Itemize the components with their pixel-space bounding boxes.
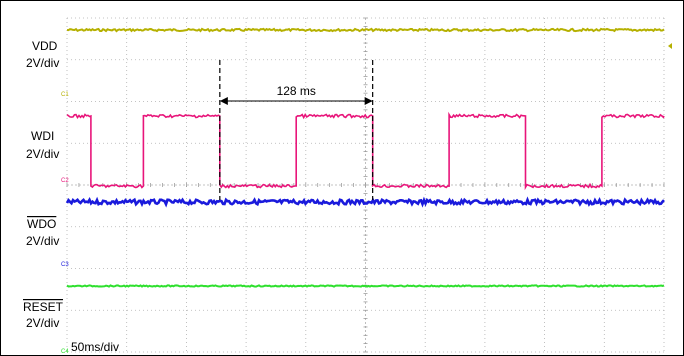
channel-scale-wdo: 2V/div: [26, 234, 59, 248]
channel-scale-reset: 2V/div: [26, 316, 59, 330]
channel-marker-c2: C2: [61, 178, 69, 184]
interval-arrowhead-right: [364, 97, 373, 105]
trace-vdd: [66, 27, 665, 33]
timebase-label: 50ms/div: [71, 340, 119, 354]
channel-scale-vdd: 2V/div: [26, 56, 59, 70]
interval-annotation: 128 ms: [219, 60, 374, 200]
traces: [65, 27, 665, 288]
trace-wdo: [65, 196, 665, 208]
channel-name-vdd: VDD: [32, 39, 58, 53]
channel-name-reset: RESET: [23, 300, 64, 314]
channel-marker-c1: C1: [61, 92, 69, 98]
channel-labels: VDD 2V/div WDI 2V/div WDO 2V/div RESET 2…: [23, 39, 119, 354]
channel-marker-c3: C3: [61, 262, 69, 268]
trace-reset: [66, 284, 665, 288]
trigger-level-marker: [668, 43, 672, 49]
scope-grid: [66, 17, 665, 353]
channel-name-wdi: WDI: [31, 129, 54, 143]
channel-markers: C1 C2 C3 C4: [61, 43, 672, 355]
interval-arrowhead-left: [219, 97, 228, 105]
channel-scale-wdi: 2V/div: [26, 147, 59, 161]
channel-name-wdo: WDO: [27, 217, 56, 231]
trace-wdi: [66, 111, 665, 191]
channel-marker-c4: C4: [61, 349, 69, 355]
interval-label: 128 ms: [277, 84, 316, 98]
